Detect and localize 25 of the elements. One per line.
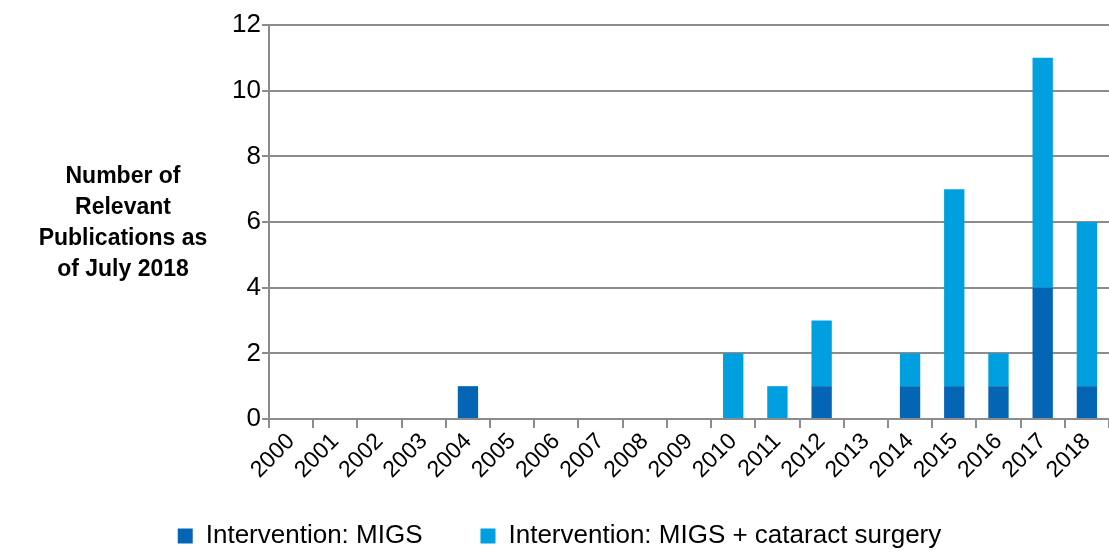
bar <box>988 386 1009 418</box>
bar <box>723 353 744 418</box>
y-tick-label: 2 <box>246 336 261 367</box>
y-tick-label: 0 <box>246 402 261 433</box>
y-tick-label: 10 <box>232 73 261 104</box>
bar <box>1076 222 1098 387</box>
y-tick-label: 6 <box>246 205 261 236</box>
legend-label: Intervention: MIGS + cataract surgery <box>508 519 942 550</box>
bar <box>899 353 921 387</box>
y-tick-label: 8 <box>246 139 261 170</box>
bar <box>1076 386 1098 418</box>
bar <box>944 386 965 418</box>
bar <box>899 386 921 418</box>
y-tick-label: 4 <box>246 270 261 301</box>
bar <box>1032 287 1053 418</box>
bar <box>1032 57 1053 288</box>
y-axis-title: Number of Relevant Publications as of July 2018 <box>37 161 209 283</box>
bar <box>811 320 832 387</box>
bar <box>457 386 479 418</box>
bar <box>944 189 965 387</box>
legend-label: Intervention: MIGS <box>205 519 423 550</box>
y-tick-label: 12 <box>232 8 261 39</box>
bar <box>988 353 1009 387</box>
bar <box>811 386 832 418</box>
bar <box>767 386 788 418</box>
